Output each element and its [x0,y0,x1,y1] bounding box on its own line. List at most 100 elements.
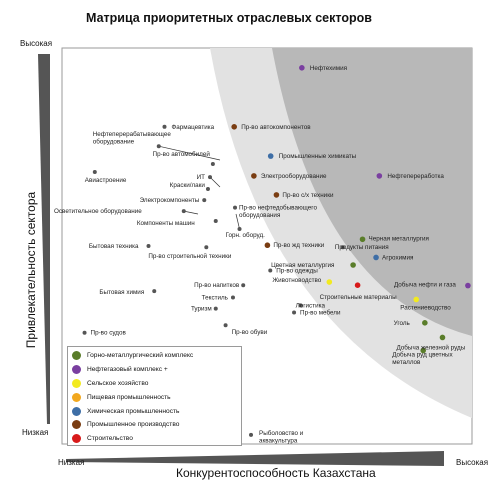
data-label: Агрохимия [382,254,413,261]
data-label: Текстиль [202,294,229,301]
data-label: Туризм [191,306,212,313]
data-label: Животноводство [272,277,321,284]
data-points [82,65,471,437]
data-point [204,245,209,250]
leader-line [209,176,221,188]
legend-swatch [72,420,81,430]
legend-item: Пищевая промышленность [72,390,237,404]
legend-label: Горно-металлургический комплекс [87,352,194,360]
y-axis-wedge [38,54,50,424]
data-point [267,153,274,159]
data-label: Черная металлургия [369,235,429,242]
x-axis-wedge [66,451,444,466]
label-leaders [158,145,240,230]
data-point [359,236,366,243]
data-label: Пр-во обуви [232,328,268,336]
data-label: Добыча руд цветных металлов [392,351,453,367]
data-label: Авиастроение [85,177,127,184]
data-point [208,175,213,180]
data-label: Рыболовство и аквакультура [259,429,304,445]
data-point [231,124,237,130]
data-label: Компоненты машин [137,220,195,227]
data-point [268,268,273,273]
data-point [92,169,97,174]
legend: Горно-металлургический комплекс Нефтегазо… [67,346,242,446]
data-point [422,320,428,326]
legend-label: Пищевая промышленность [87,393,171,401]
legend-item: Сельское хозяйство [72,377,237,391]
data-label: Растениеводство [400,304,451,311]
data-labels: Нефтехимия Фармацевтика Пр-во автокомпонен… [54,65,466,445]
data-point [298,303,303,308]
data-label: Пр-во автокомпонентов [241,124,311,131]
legend-label: Сельское хозяйство [87,379,149,387]
legend-label: Промышленное производство [87,421,180,429]
legend-label: Нефтегазовый комплекс + [87,366,168,374]
legend-swatch [72,392,81,402]
chart-title: Матрица приоритетных отраслевых секторов [86,11,372,25]
data-point [354,282,361,289]
legend-swatch [72,378,81,388]
y-axis-label: Привлекательность сектора [24,191,38,349]
legend-swatch [72,365,81,375]
data-point [350,262,356,268]
data-point [223,323,228,328]
data-point [292,310,297,315]
data-label: Продукты питания [335,244,389,251]
data-label: Пр-во одежды [276,268,318,275]
data-point [373,254,379,261]
data-label: Нефтепереработка [387,172,444,180]
data-label: Уголь [394,320,411,327]
data-point [213,306,218,311]
data-point [241,283,246,288]
data-point [82,330,87,335]
data-point [205,186,210,191]
leader-line [183,210,199,215]
legend-item: Промышленное производство [72,418,237,432]
legend-swatch [72,434,81,444]
data-point [181,209,186,214]
data-label: ИТ [197,174,206,181]
x-axis-label: Конкурентоспособность Казахстана [176,466,376,480]
zone-high [272,48,472,336]
data-label: Бытовая химия [99,289,144,296]
leader-line [158,145,221,161]
data-point [465,282,471,289]
data-point [273,192,280,198]
data-point [152,289,157,294]
data-point [251,173,257,179]
data-label: Пр-во жд техники [273,242,324,249]
legend-label: Строительство [87,435,133,443]
legend-item: Химическая промышленность [72,404,237,418]
data-label: Нефтехимия [310,65,347,72]
legend-item: Горно-металлургический комплекс [72,349,237,363]
data-point [340,245,345,250]
data-label: Нефтеперерабатывающее оборудование [93,130,172,146]
data-point [376,173,383,179]
data-point [210,162,215,167]
legend-swatch [72,406,81,416]
data-point [420,347,427,354]
data-label: Промышленные химикаты [279,153,357,160]
data-label: Пр-во мебели [300,309,341,317]
y-high-label: Высокая [20,39,53,48]
data-label: Фармацевтика [172,124,215,131]
data-point [156,144,161,149]
data-point [162,124,167,129]
data-point [230,295,235,300]
data-label: Пр-во судов [91,330,127,337]
data-label: Осветительное оборудование [54,207,142,215]
data-label: Добыча железной руды [396,343,465,351]
data-point [439,334,446,341]
data-label: Краски/лаки [170,182,206,189]
data-point [326,279,333,285]
y-low-label: Низкая [22,428,49,437]
data-label: Горн. оборуд. [226,231,266,239]
data-point [146,244,151,248]
legend-swatch [72,351,81,361]
data-label: Логистика [296,302,326,309]
data-label: Пр-во нефтедобывающего оборудования [239,204,317,220]
data-label: Пр-во напитков [194,282,240,289]
data-label: Бытовая техника [89,243,139,250]
data-point [202,198,207,203]
